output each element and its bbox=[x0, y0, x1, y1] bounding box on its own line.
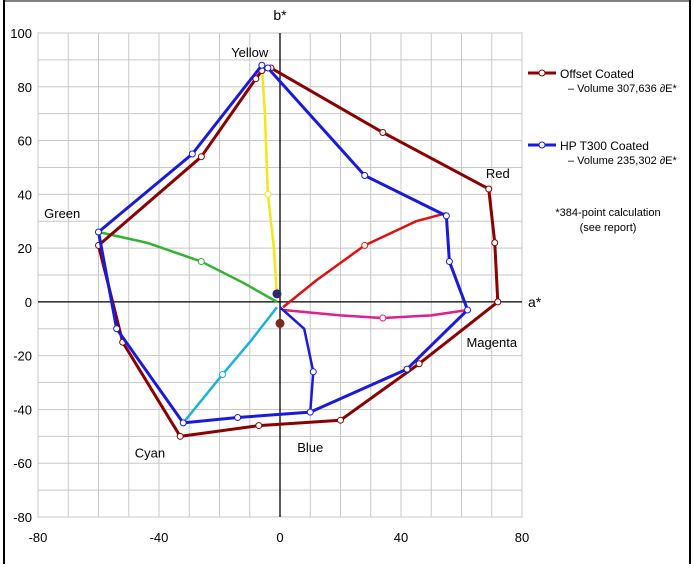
legend-marker bbox=[538, 141, 546, 149]
y-tick-label: 60 bbox=[18, 134, 32, 149]
y-tick-label: 40 bbox=[18, 187, 32, 202]
legend-volume: – Volume 235,302 ∂E* bbox=[568, 155, 678, 167]
y-tick-label: -80 bbox=[13, 510, 32, 525]
color-annotation: Yellow bbox=[231, 45, 269, 60]
hue-curve-marker bbox=[309, 368, 317, 376]
color-annotation: Blue bbox=[297, 440, 323, 455]
hue-curve bbox=[279, 306, 315, 413]
hue-curve-marker bbox=[219, 370, 227, 378]
axes: -80 -40 0 40 80 -80 -60 -40 -20 0 20 40 60 80 100 b* a* bbox=[10, 7, 541, 545]
series-point bbox=[234, 414, 242, 422]
series-line bbox=[97, 63, 470, 425]
series-point bbox=[379, 128, 387, 136]
legend-volume: – Volume 307,636 ∂E* bbox=[568, 83, 678, 95]
y-tick-label: 0 bbox=[25, 295, 32, 310]
legend-marker bbox=[538, 69, 546, 77]
series-point bbox=[95, 228, 102, 236]
series-point bbox=[258, 61, 266, 69]
series-point bbox=[403, 365, 411, 373]
series-point bbox=[264, 64, 272, 72]
y-tick-label: -20 bbox=[13, 349, 32, 364]
series-point bbox=[179, 419, 187, 427]
series-point bbox=[485, 185, 493, 193]
x-tick-label: -80 bbox=[29, 530, 48, 545]
gray-point bbox=[275, 318, 285, 328]
series-point bbox=[113, 325, 121, 333]
hue-curve bbox=[182, 306, 278, 424]
hue-curve-marker bbox=[361, 241, 369, 249]
y-tick-label: 20 bbox=[18, 241, 32, 256]
series-point bbox=[415, 360, 423, 368]
series-point bbox=[491, 239, 499, 247]
y-axis-label: b* bbox=[273, 7, 287, 23]
series-point bbox=[442, 212, 450, 220]
series-point bbox=[176, 432, 184, 440]
x-tick-label: -40 bbox=[150, 530, 169, 545]
series-point bbox=[197, 153, 205, 161]
gray-point bbox=[272, 289, 282, 299]
annotations: Yellow Red Green Magenta Cyan Blue bbox=[44, 45, 518, 461]
y-tick-label: -60 bbox=[13, 456, 32, 471]
series-point bbox=[306, 408, 314, 416]
series-point bbox=[494, 298, 502, 306]
hue-curve-marker bbox=[264, 190, 272, 198]
series-point bbox=[445, 258, 453, 266]
color-annotation: Cyan bbox=[135, 445, 165, 460]
x-axis-label: a* bbox=[528, 294, 542, 310]
y-tick-label: -40 bbox=[13, 402, 32, 417]
legend: Offset Coated – Volume 307,636 ∂E* HP T300… bbox=[528, 67, 678, 234]
x-tick-label: 0 bbox=[276, 530, 283, 545]
series-point bbox=[464, 306, 472, 314]
x-tick-label: 80 bbox=[515, 530, 529, 545]
legend-label: Offset Coated bbox=[560, 67, 634, 81]
series-point bbox=[337, 416, 344, 424]
hue-curve-marker bbox=[197, 258, 205, 266]
x-tick-label: 40 bbox=[394, 530, 408, 545]
hue-curves bbox=[98, 65, 468, 424]
color-annotation: Green bbox=[44, 206, 80, 221]
footnote-text: (see report) bbox=[580, 222, 637, 234]
footnote-text: *384-point calculation bbox=[555, 207, 660, 219]
hue-curve-marker bbox=[379, 314, 387, 322]
y-tick-label: 80 bbox=[18, 80, 32, 95]
series-point bbox=[255, 422, 263, 430]
legend-label: HP T300 Coated bbox=[560, 139, 649, 153]
y-tick-label: 100 bbox=[10, 26, 32, 41]
gamut-series bbox=[95, 61, 502, 440]
series-point bbox=[188, 150, 196, 158]
color-annotation: Red bbox=[486, 166, 510, 181]
color-annotation: Magenta bbox=[466, 335, 517, 350]
series-point bbox=[361, 172, 369, 180]
